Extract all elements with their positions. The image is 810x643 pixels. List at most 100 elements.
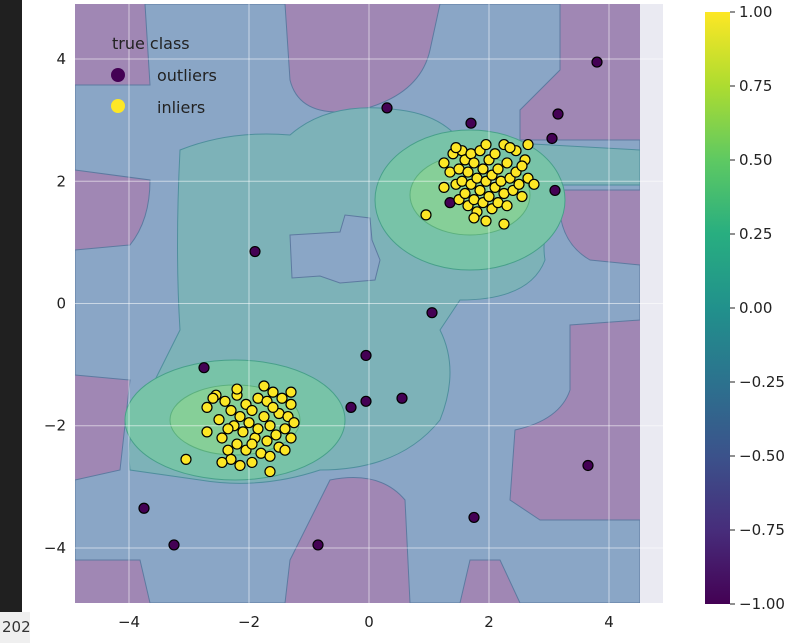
inlier-point: [285, 398, 297, 410]
inlier-point: [480, 138, 492, 151]
inlier-point: [516, 190, 528, 203]
colorbar-tick-label: 0.25: [739, 225, 772, 243]
inlier-point: [201, 426, 213, 438]
outlier-point: [426, 307, 438, 319]
inlier-point: [246, 438, 258, 450]
legend-label-inliers: inliers: [157, 98, 205, 117]
legend-label-outliers: outliers: [157, 66, 217, 85]
inlier-point: [231, 383, 243, 395]
inlier-point: [498, 218, 510, 230]
outlier-point: [381, 102, 393, 114]
inlier-point: [216, 456, 228, 469]
outlier-point: [345, 401, 357, 414]
y-tick-label: 0: [56, 295, 66, 313]
x-axis-ticks: −4 −2 0 2 4: [118, 613, 614, 631]
outlier-point: [360, 349, 372, 362]
inlier-point: [279, 444, 291, 456]
inlier-point: [462, 166, 474, 178]
y-tick-label: −2: [44, 417, 66, 435]
x-tick-label: 4: [604, 613, 614, 631]
inlier-point: [270, 429, 282, 441]
y-axis-ticks: −4 −2 0 2 4: [44, 50, 66, 557]
inlier-point: [258, 380, 270, 392]
inlier-point: [261, 435, 273, 447]
inlier-point: [492, 163, 504, 175]
outlier-point: [468, 511, 480, 524]
inlier-point: [459, 187, 471, 200]
inlier-point: [234, 459, 246, 472]
colorbar-tick-label: −0.75: [739, 521, 785, 539]
outlier-point: [168, 539, 180, 551]
inlier-point: [501, 200, 513, 212]
inlier-point: [528, 178, 540, 190]
outlier-point: [138, 502, 150, 514]
colorbar: 1.00 0.75 0.50 0.25 0.00 −0.25 −0.50 −0.75 −1.00: [705, 3, 785, 613]
outlier-point: [396, 392, 408, 404]
inlier-point: [480, 215, 492, 227]
contour-island: [289, 214, 381, 284]
x-tick-label: 0: [364, 613, 374, 631]
colorbar-ticks: 1.00 0.75 0.50 0.25 0.00 −0.25 −0.50 −0.75 −1.00: [730, 3, 785, 613]
scatter-points: [138, 56, 603, 551]
outlier-point: [552, 108, 564, 120]
inlier-point: [237, 426, 249, 438]
x-tick-label: 2: [484, 613, 494, 631]
legend: true class outliers inliers: [111, 34, 217, 117]
outlier-point: [546, 132, 558, 145]
inlier-point: [288, 417, 300, 429]
y-tick-label: 2: [56, 172, 66, 190]
inlier-point: [450, 142, 462, 154]
legend-title: true class: [112, 34, 190, 53]
inlier-point: [267, 386, 279, 398]
outlier-point: [582, 459, 594, 472]
x-tick-label: −4: [118, 613, 140, 631]
outlier-point: [312, 539, 324, 551]
inlier-point: [258, 410, 270, 423]
corner-clipped-text: 202: [0, 612, 30, 643]
inlier-point: [222, 423, 234, 435]
inlier-point: [420, 209, 432, 221]
inlier-point: [264, 420, 276, 432]
y-tick-label: 4: [56, 50, 66, 68]
inlier-point: [513, 178, 525, 190]
inlier-point: [474, 184, 486, 197]
colorbar-tick-label: 1.00: [739, 3, 772, 21]
inlier-point: [438, 157, 450, 169]
inlier-point: [231, 438, 243, 450]
inlier-point: [522, 138, 534, 151]
outlier-point: [360, 395, 372, 407]
inlier-point: [267, 401, 279, 414]
inlier-point: [468, 157, 480, 169]
inlier-point: [489, 148, 501, 160]
inlier-point: [264, 465, 276, 478]
inlier-point: [477, 163, 489, 175]
inlier-point: [252, 423, 264, 435]
outlier-point: [549, 184, 561, 197]
legend-marker-outliers: [111, 68, 125, 82]
inlier-point: [438, 181, 450, 193]
inlier-point: [285, 432, 297, 444]
inlier-point: [246, 404, 258, 417]
inlier-point: [504, 142, 516, 154]
outlier-point: [249, 245, 261, 258]
inlier-point: [243, 417, 255, 429]
inlier-point: [222, 444, 234, 456]
colorbar-tick-label: −0.50: [739, 447, 785, 465]
y-tick-label: −4: [44, 539, 66, 557]
colorbar-tick-label: −0.25: [739, 373, 785, 391]
inlier-point: [201, 401, 213, 414]
inlier-point: [207, 392, 219, 404]
inlier-point: [279, 423, 291, 435]
inlier-point: [180, 453, 192, 465]
inlier-point: [264, 450, 276, 462]
inlier-point: [213, 414, 225, 426]
inlier-point: [516, 160, 528, 172]
colorbar-tick-label: −1.00: [739, 595, 785, 613]
colorbar-tick-label: 0.00: [739, 299, 772, 317]
inlier-point: [225, 404, 237, 417]
x-tick-label: −2: [238, 613, 260, 631]
inlier-point: [285, 386, 297, 398]
inlier-point: [234, 410, 246, 423]
colorbar-gradient: [705, 12, 730, 604]
